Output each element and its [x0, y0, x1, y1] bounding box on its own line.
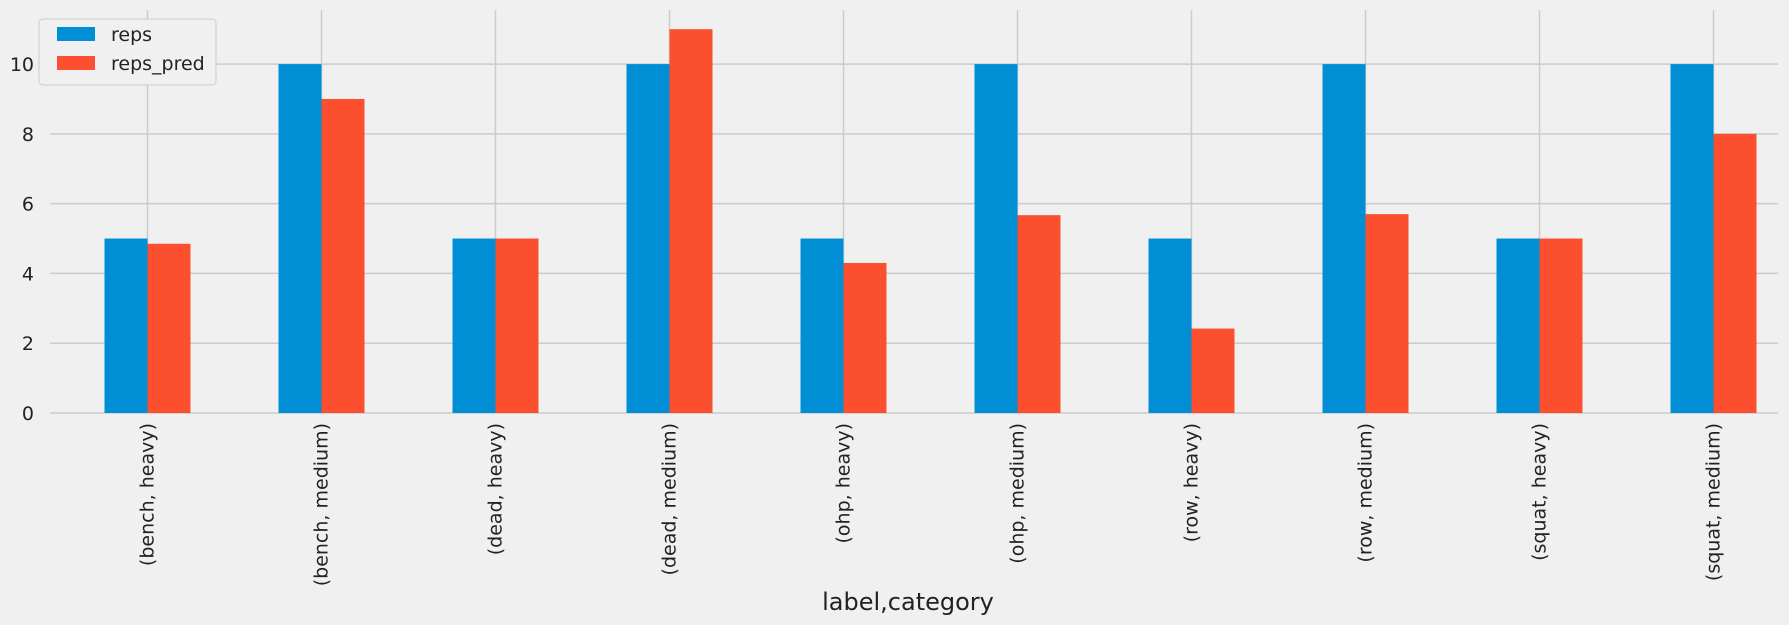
bar-reps-pred — [1713, 133, 1757, 414]
x-tick-label: (row, medium) — [1355, 423, 1377, 563]
bar-reps — [1670, 64, 1714, 414]
bar-reps — [800, 238, 844, 413]
bar-reps-pred — [1191, 328, 1235, 413]
bar-reps — [974, 64, 1018, 414]
bar-reps — [1322, 64, 1366, 414]
bar-reps-pred — [1365, 214, 1409, 413]
y-tick-label: 10 — [10, 54, 34, 76]
bar-reps-pred — [495, 238, 539, 413]
x-tick-label: (ohp, heavy) — [833, 423, 855, 544]
x-axis: (bench, heavy) (bench, medium) (dead, heav… — [137, 423, 1725, 586]
bar-reps — [626, 64, 670, 414]
x-tick-label: (squat, heavy) — [1529, 423, 1551, 561]
bar-reps-pred — [669, 29, 713, 413]
bar-reps-pred — [1017, 215, 1061, 413]
y-tick-label: 0 — [22, 403, 34, 425]
x-tick-label: (bench, heavy) — [137, 423, 159, 566]
legend: reps reps_pred — [38, 18, 217, 86]
y-tick-label: 8 — [22, 124, 34, 146]
y-tick-label: 4 — [22, 263, 34, 285]
x-tick-label: (row, heavy) — [1181, 423, 1203, 542]
x-tick-label: (dead, heavy) — [485, 423, 507, 555]
legend-swatch-reps — [57, 27, 95, 41]
x-tick-label: (ohp, medium) — [1007, 423, 1029, 564]
y-tick-label: 6 — [22, 194, 34, 216]
bar-reps — [104, 238, 148, 413]
bar-reps-pred — [147, 243, 191, 413]
legend-label-reps: reps — [111, 24, 152, 46]
bar-reps — [452, 238, 496, 413]
x-tick-label: (squat, medium) — [1703, 423, 1725, 581]
bars — [104, 29, 1757, 414]
bar-reps — [1148, 238, 1192, 413]
bar-reps-pred — [1539, 238, 1583, 413]
bar-reps-pred — [843, 262, 887, 413]
bar-reps — [278, 64, 322, 414]
legend-swatch-reps-pred — [57, 56, 95, 70]
bar-reps-pred — [321, 98, 365, 413]
y-tick-label: 2 — [22, 333, 34, 355]
bar-reps — [1496, 238, 1540, 413]
x-tick-label: (bench, medium) — [311, 423, 333, 586]
y-axis: 0 2 4 6 8 10 — [10, 54, 34, 425]
x-tick-label: (dead, medium) — [659, 423, 681, 575]
x-axis-title: label,category — [822, 588, 994, 616]
legend-label-reps-pred: reps_pred — [111, 53, 205, 75]
